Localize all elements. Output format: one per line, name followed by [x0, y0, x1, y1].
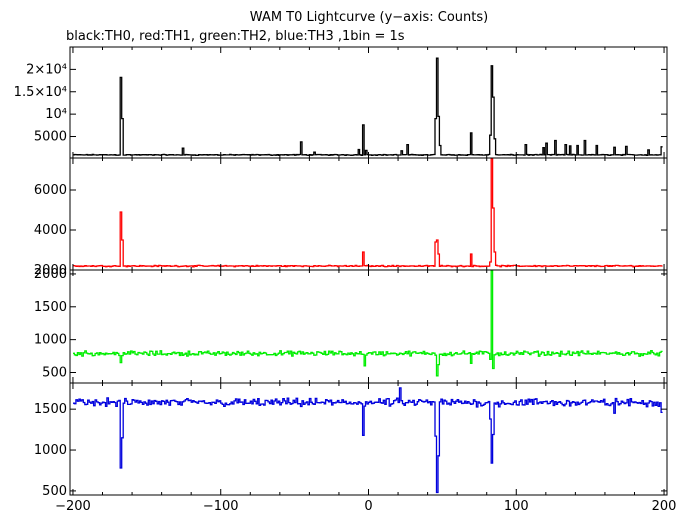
x-tick-label: 0	[364, 499, 372, 514]
x-tick-label: −100	[203, 499, 239, 514]
y-tick-label: 1500	[34, 300, 67, 315]
y-tick-label: 1.5×10⁴	[14, 85, 67, 100]
series-th1-line	[73, 157, 663, 268]
series-th0-line	[73, 57, 663, 156]
y-tick-label: 6000	[34, 183, 67, 198]
y-tick-label: 1500	[34, 402, 67, 417]
y-tick-label: 5000	[34, 130, 67, 145]
panel-frame-th1	[69, 157, 668, 271]
y-tick-label: 1000	[34, 333, 67, 348]
chart-title: WAM T0 Lightcurve (y−axis: Counts)	[250, 10, 488, 25]
y-tick-label: 500	[42, 484, 67, 499]
chart-subtitle: black:TH0, red:TH1, green:TH2, blue:TH3 …	[66, 29, 405, 44]
y-tick-label: 2000	[34, 267, 67, 282]
y-tick-label: 4000	[34, 223, 67, 238]
panel-frame-th2	[69, 269, 668, 384]
x-tick-label: 100	[504, 499, 529, 514]
panel-frame-th3	[69, 382, 668, 496]
panels-group: 500010⁴1.5×10⁴2×10⁴200040006000500100015…	[14, 46, 677, 514]
y-tick-label: 500	[42, 365, 67, 380]
y-tick-label: 1000	[34, 443, 67, 458]
y-tick-label: 2000	[34, 263, 67, 278]
y-tick-label: 10⁴	[45, 107, 67, 122]
series-th2-line	[73, 270, 663, 377]
y-tick-label: 2×10⁴	[26, 62, 67, 77]
series-th3-line	[73, 387, 663, 494]
x-tick-label: 200	[652, 499, 677, 514]
x-tick-label: −200	[55, 499, 91, 514]
panel-frame-th0	[69, 46, 668, 159]
